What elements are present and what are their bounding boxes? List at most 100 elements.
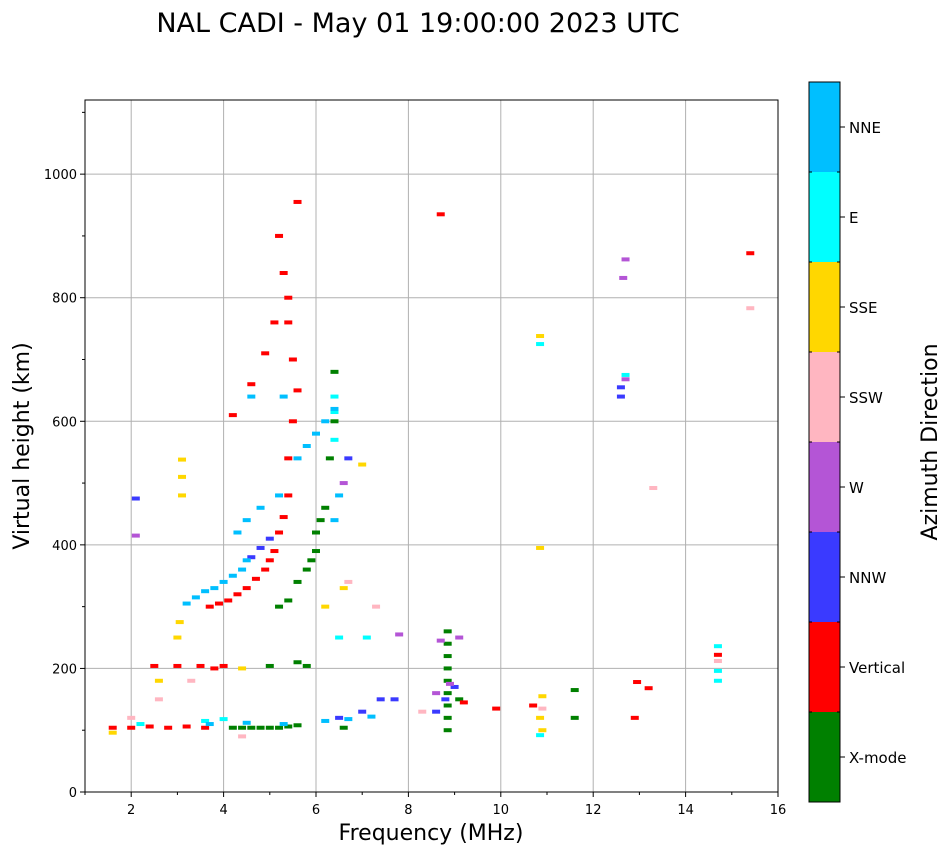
echo-point (275, 604, 284, 609)
echo-point (275, 233, 284, 238)
colorbar-tick-label: NNW (849, 569, 886, 587)
y-tick-label: 600 (52, 415, 77, 430)
echo-point (339, 586, 348, 591)
echo-point (302, 567, 311, 572)
echo-point (256, 725, 265, 730)
colorbar-swatch (809, 352, 840, 442)
echo-point (536, 715, 545, 720)
echo-point (312, 431, 320, 436)
echo-point (621, 377, 630, 382)
echo-point (621, 372, 630, 377)
echo-point (649, 486, 658, 491)
echo-point (108, 725, 117, 730)
echo-point (330, 437, 339, 442)
echo-point (224, 598, 233, 603)
grid (85, 100, 779, 793)
echo-point (247, 394, 256, 399)
echo-point (395, 632, 404, 637)
echo-point (150, 663, 159, 668)
echo-point (570, 688, 579, 693)
echo-point (443, 703, 452, 708)
echo-point (312, 530, 320, 535)
echo-point (330, 419, 339, 424)
echo-point (746, 251, 755, 256)
echo-point (201, 589, 210, 594)
echo-point (312, 549, 320, 554)
echo-point (443, 715, 452, 720)
echo-point (339, 481, 348, 486)
echo-point (247, 725, 256, 730)
echo-point (284, 320, 293, 325)
colorbar-swatches (809, 82, 840, 802)
echo-point (713, 668, 722, 673)
echo-point (270, 320, 279, 325)
echo-point (178, 457, 187, 462)
colorbar-swatch (809, 532, 840, 622)
echo-point (178, 474, 187, 479)
echo-point (238, 734, 247, 739)
echo-point (344, 579, 353, 584)
echo-point (131, 533, 140, 538)
echo-point (247, 382, 256, 387)
echo-point (242, 518, 251, 523)
echo-point (279, 271, 288, 275)
echo-point (293, 199, 302, 204)
colorbar-tick-label: W (849, 479, 864, 497)
x-tick-label: 14 (677, 803, 694, 818)
echo-point (214, 601, 223, 606)
echo-point (436, 212, 445, 217)
echo-point (136, 722, 145, 727)
echo-point (445, 681, 454, 686)
echo-point (251, 576, 260, 581)
echo-point (265, 725, 274, 730)
echo-point (154, 697, 163, 702)
echo-point (191, 595, 200, 600)
echo-point (362, 635, 371, 640)
plot-frame (84, 99, 779, 793)
colorbar-tick-label: X-mode (849, 749, 906, 767)
echo-point (154, 678, 163, 683)
echo-point (367, 714, 376, 719)
echo-point (570, 715, 579, 720)
y-tick-label: 800 (52, 292, 77, 307)
colorbar-swatch (809, 442, 840, 532)
echo-point (443, 641, 452, 646)
echo-point (275, 530, 284, 535)
echo-point (228, 413, 237, 418)
echo-point (633, 680, 642, 685)
x-tick-label: 8 (404, 803, 412, 818)
colorbar-tick-label: E (849, 209, 858, 227)
echo-point (321, 718, 330, 723)
echo-point (339, 725, 348, 730)
echo-point (436, 638, 445, 643)
x-tick-label: 6 (312, 803, 320, 818)
echo-point (307, 558, 316, 563)
echo-point (335, 635, 344, 640)
echo-point (455, 635, 464, 640)
echo-point (538, 728, 547, 733)
echo-point (390, 697, 399, 702)
echo-point (173, 663, 182, 668)
echo-point (443, 666, 452, 671)
colorbar-swatch (809, 262, 840, 352)
echo-point (238, 567, 247, 572)
echo-point (443, 629, 452, 634)
x-tick-label: 4 (219, 803, 227, 818)
colorbar-swatch (809, 622, 840, 712)
echo-point (210, 586, 219, 591)
echo-point (173, 635, 182, 640)
echo-point (265, 558, 274, 563)
chart-title: NAL CADI - May 01 19:00:00 2023 UTC (156, 8, 679, 39)
echo-point (247, 555, 256, 560)
echo-point (108, 730, 117, 735)
series-e (136, 342, 722, 738)
colorbar-tick-label: SSW (849, 389, 883, 407)
echo-point (242, 586, 251, 591)
echo-point (432, 709, 441, 714)
echo-point (265, 536, 274, 541)
echo-point (713, 678, 722, 683)
echo-point (261, 351, 270, 356)
x-tick-label: 2 (127, 803, 135, 818)
colorbar-swatch (809, 712, 840, 802)
